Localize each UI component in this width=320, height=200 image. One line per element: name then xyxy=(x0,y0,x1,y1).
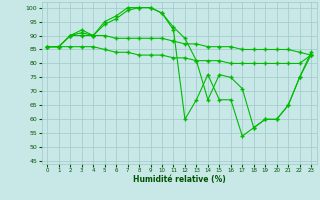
X-axis label: Humidité relative (%): Humidité relative (%) xyxy=(133,175,226,184)
